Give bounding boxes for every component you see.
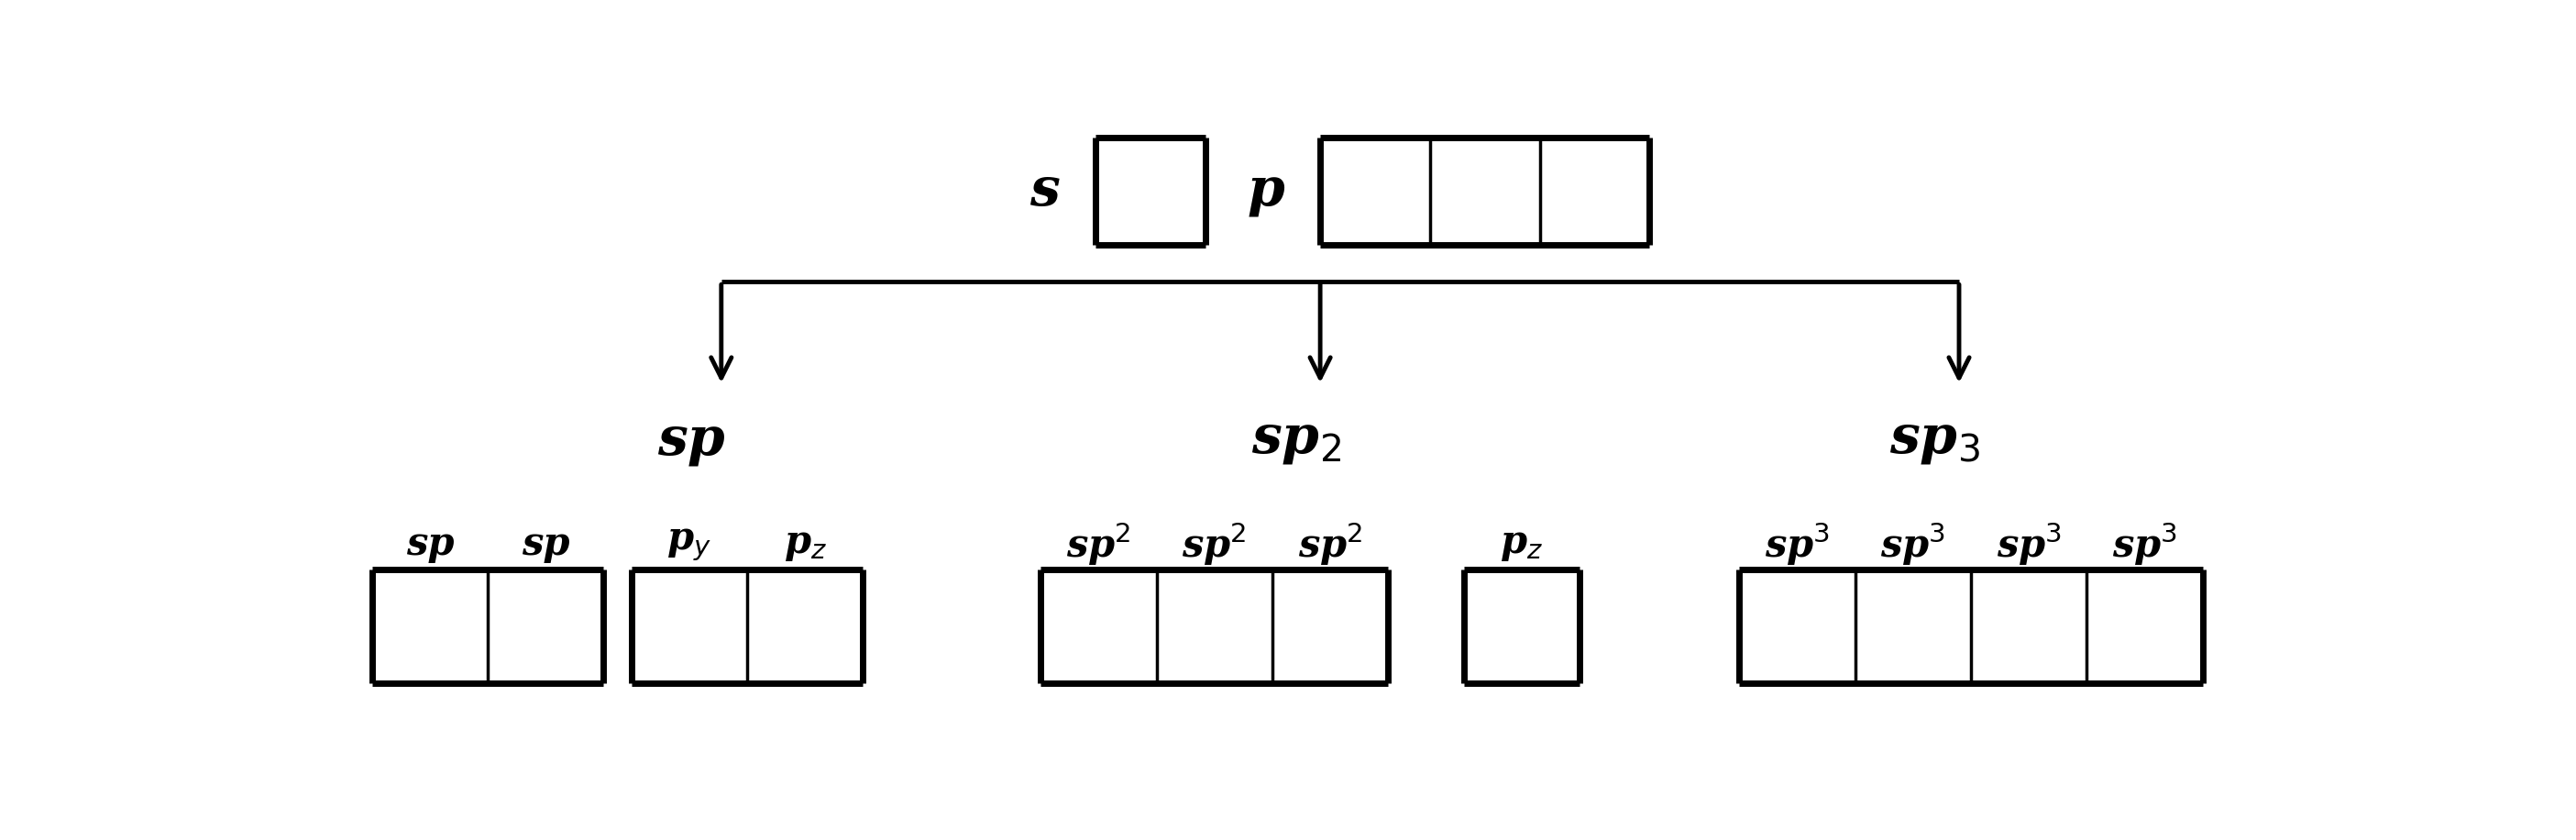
Text: p$_z$: p$_z$ [1499, 525, 1543, 563]
Text: sp$^3$: sp$^3$ [1880, 520, 1945, 568]
Text: sp$_3$: sp$_3$ [1891, 414, 1981, 466]
Text: sp$^2$: sp$^2$ [1298, 520, 1363, 568]
Text: sp$^2$: sp$^2$ [1066, 520, 1131, 568]
Text: p: p [1247, 165, 1285, 218]
Text: p$_y$: p$_y$ [667, 525, 711, 563]
Text: p$_z$: p$_z$ [783, 525, 827, 563]
Text: s: s [1030, 165, 1059, 218]
Text: sp$^2$: sp$^2$ [1182, 520, 1247, 568]
Text: sp: sp [520, 525, 569, 563]
Text: sp$_2$: sp$_2$ [1252, 414, 1342, 466]
Text: sp$^3$: sp$^3$ [1996, 520, 2061, 568]
Text: sp$^3$: sp$^3$ [2112, 520, 2177, 568]
Text: sp$^3$: sp$^3$ [1765, 520, 1829, 568]
Text: sp: sp [407, 525, 453, 563]
Text: sp: sp [657, 414, 724, 466]
